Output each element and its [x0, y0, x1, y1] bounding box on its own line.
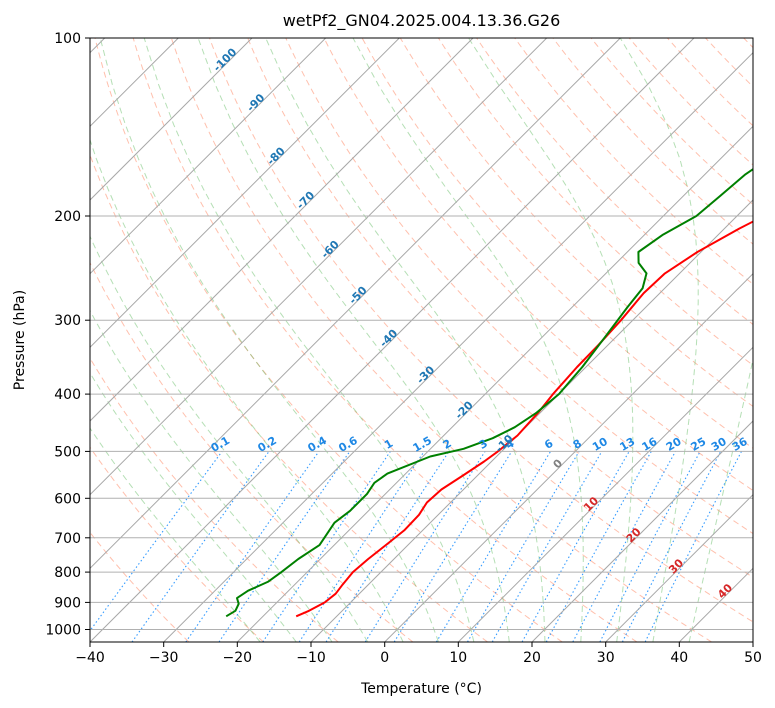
moist-adiabat: [468, 38, 634, 642]
moist-adiabat: [90, 235, 369, 642]
moist-adiabat: [90, 138, 404, 642]
isotherm-line: [90, 38, 327, 275]
isotherm-line: [90, 38, 474, 422]
x-axis-label: Temperature (°C): [360, 681, 482, 697]
isotherm-line: [90, 38, 253, 201]
chart-title: wetPf2_GN04.2025.004.13.36.G26: [283, 11, 561, 31]
x-tick-label: 10: [449, 650, 467, 666]
y-tick-label: 800: [54, 565, 81, 581]
dry-adiabat: [628, 38, 753, 166]
dry-adiabat: [514, 38, 753, 285]
y-tick-label: 1000: [45, 623, 81, 639]
x-tick-label: 0: [380, 650, 389, 666]
series-lines: [225, 168, 753, 618]
x-tick-label: 30: [597, 650, 615, 666]
mixing-ratio-line: [621, 451, 722, 642]
y-axis-label: Pressure (hPa): [12, 290, 28, 390]
dry-adiabat: [247, 38, 753, 578]
isotherm-line: [310, 199, 753, 642]
mixing-ratio-line: [298, 451, 425, 642]
mixing-ratio-line: [325, 451, 450, 642]
dry-adiabat: [90, 261, 414, 642]
mixing-ratio-line: [90, 451, 223, 632]
isotherm-line: [163, 51, 753, 642]
dry-adiabat: [399, 38, 753, 408]
x-tick-label: −30: [149, 650, 179, 666]
isotherm-line: [384, 272, 753, 642]
isotherm-line: [90, 38, 695, 642]
y-tick-label: 300: [54, 313, 81, 329]
moist-adiabat: [90, 309, 333, 642]
x-tick-label: 20: [523, 650, 541, 666]
y-tick-label: 700: [54, 531, 81, 547]
y-tick-label: 500: [54, 444, 81, 460]
x-tick-label: −10: [296, 650, 326, 666]
y-tick-label: 900: [54, 595, 81, 611]
isotherm-line: [531, 420, 753, 642]
isotherm-line: [457, 346, 753, 642]
y-tick-label: 100: [54, 31, 81, 47]
x-tick-label: −20: [223, 650, 253, 666]
x-tick-label: 50: [744, 650, 762, 666]
moist-adiabat: [99, 38, 439, 642]
isotherm-line: [605, 493, 753, 642]
y-tick-label: 400: [54, 387, 81, 403]
dewpoint-line: [225, 168, 753, 618]
dry-adiabat: [590, 38, 753, 206]
grid-lines: [90, 38, 753, 642]
x-tick-label: 40: [670, 650, 688, 666]
dry-adiabat: [94, 38, 563, 642]
dry-adiabat: [209, 38, 753, 623]
axes: −40 −30 −20 −10 0 10 20 30 40 50 100 200 300 400 500 60…: [45, 31, 762, 666]
moist-adiabat: [143, 38, 475, 642]
mixing-ratio-line: [521, 451, 630, 642]
mixing-ratio-line: [262, 451, 391, 642]
isotherm-line: [90, 38, 621, 570]
dry-adiabat: [90, 446, 264, 642]
isotherm-line: [90, 38, 548, 496]
mixing-ratio-line: [644, 451, 742, 642]
plot-frame: [89, 37, 754, 643]
temperature-line: [295, 220, 753, 618]
x-tick-label: −40: [75, 650, 105, 666]
dry-adiabat: [323, 38, 753, 492]
moist-adiabat: [619, 38, 699, 642]
y-tick-label: 200: [54, 209, 81, 225]
mixing-ratio-line: [185, 451, 320, 642]
moist-adiabat: [352, 38, 584, 642]
isotherm-line: [90, 38, 400, 349]
dry-adiabat: [476, 38, 753, 326]
mixing-ratio-line: [393, 451, 513, 642]
moist-adiabat: [90, 371, 297, 642]
y-tick-label: 600: [54, 491, 81, 507]
mixing-ratio-line: [545, 451, 652, 642]
dry-adiabat: [132, 38, 638, 642]
mixing-ratio-line: [218, 451, 351, 642]
mixing-ratio-line: [572, 451, 676, 642]
moist-adiabat: [265, 38, 546, 642]
isotherm-line: [236, 125, 753, 642]
dry-adiabat: [170, 38, 712, 642]
moist-adiabat: [90, 427, 261, 642]
